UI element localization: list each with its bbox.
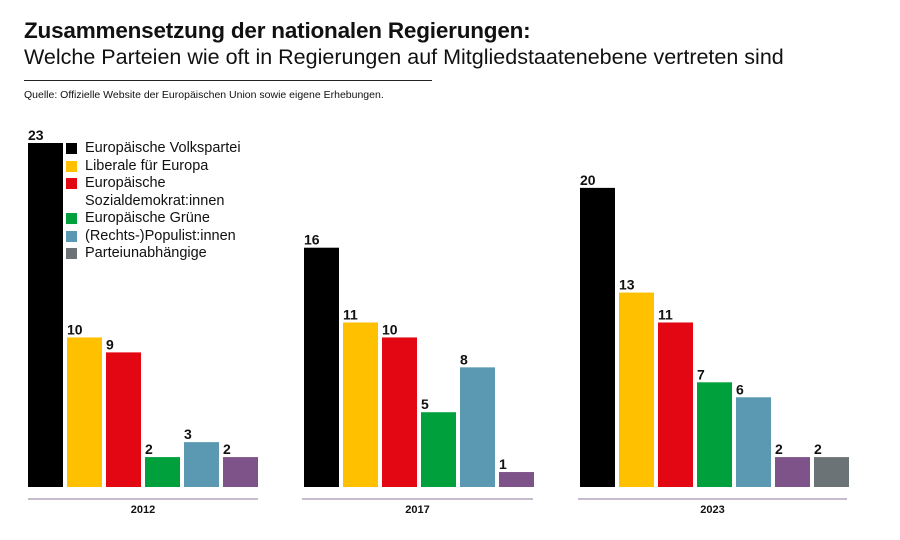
data-label-2012-1: 23 (28, 127, 44, 143)
data-label-2017-6: 1 (499, 456, 507, 472)
bar-2012-6 (223, 457, 258, 487)
legend-swatch (66, 178, 77, 189)
legend-item: Liberale für Europa (66, 158, 241, 176)
data-label-2012-5: 3 (184, 426, 192, 442)
category-label-2017: 2017 (405, 504, 429, 516)
legend-label: Parteiunabhängige (85, 245, 207, 261)
chart-title: Zusammensetzung der nationalen Regierung… (24, 18, 531, 43)
category-label-2012: 2012 (131, 504, 155, 516)
legend-label: Liberale für Europa (85, 157, 209, 174)
legend-swatch (66, 160, 77, 172)
data-label-2017-1: 16 (304, 232, 320, 248)
legend-item: Europäische Grüne (66, 210, 241, 228)
data-label-2012-2: 10 (67, 321, 83, 337)
data-label-2017-4: 5 (421, 396, 429, 412)
data-label-2023-7: 2 (814, 441, 822, 457)
chart-subtitle: Welche Parteien wie oft in Regierungen a… (24, 45, 784, 69)
bar-2012-2 (67, 337, 102, 487)
legend-item: (Rechts-)Populist:innen (66, 228, 241, 246)
bar-2012-1 (28, 143, 63, 487)
legend-item: Europäische Sozialdemokrat:innen (66, 175, 241, 210)
bar-2023-1 (580, 187, 615, 487)
bar-2023-2 (619, 292, 654, 487)
data-label-2012-3: 9 (106, 336, 114, 352)
bar-2012-5 (184, 442, 219, 487)
bar-2017-3 (382, 337, 417, 487)
legend-swatch (66, 230, 77, 242)
bar-2023-3 (658, 322, 693, 487)
bar-2017-6 (499, 472, 534, 487)
bar-2017-4 (421, 412, 456, 487)
legend-swatch (66, 213, 77, 224)
legend-swatch (66, 143, 77, 154)
data-label-2023-2: 13 (619, 277, 635, 293)
legend-label: Europäische Grüne (85, 210, 210, 226)
bar-2017-2 (343, 322, 378, 487)
bar-2023-7 (814, 457, 849, 487)
data-label-2017-2: 11 (343, 306, 358, 322)
legend: Europäische Volkspartei Liberale für Euro… (66, 140, 241, 263)
bar-2012-3 (106, 352, 141, 487)
legend-label: (Rechts-)Populist:innen (85, 227, 236, 244)
title-divider (24, 80, 432, 81)
legend-label: Europäische Sozialdemokrat:innen (85, 175, 225, 209)
source-note: Quelle: Offizielle Website der Europäisc… (24, 89, 384, 101)
data-label-2012-6: 2 (223, 441, 231, 457)
category-label-2023: 2023 (700, 504, 724, 516)
legend-item: Europäische Volkspartei (66, 140, 241, 158)
legend-swatch (66, 248, 77, 259)
bar-2012-4 (145, 457, 180, 487)
data-label-2023-3: 11 (658, 306, 673, 322)
data-label-2023-6: 2 (775, 441, 783, 457)
legend-label: Europäische Volkspartei (85, 140, 241, 156)
data-label-2023-5: 6 (736, 381, 744, 397)
data-label-2017-5: 8 (460, 351, 468, 367)
data-label-2017-3: 10 (382, 321, 398, 337)
data-label-2012-4: 2 (145, 441, 153, 457)
data-label-2023-1: 20 (580, 172, 596, 188)
bar-2017-1 (304, 247, 339, 487)
bar-2017-5 (460, 367, 495, 487)
bar-2023-5 (736, 397, 771, 487)
data-label-2023-4: 7 (697, 366, 705, 382)
bar-2023-4 (697, 382, 732, 487)
legend-item: Parteiunabhängige (66, 245, 241, 263)
bar-2023-6 (775, 457, 810, 487)
